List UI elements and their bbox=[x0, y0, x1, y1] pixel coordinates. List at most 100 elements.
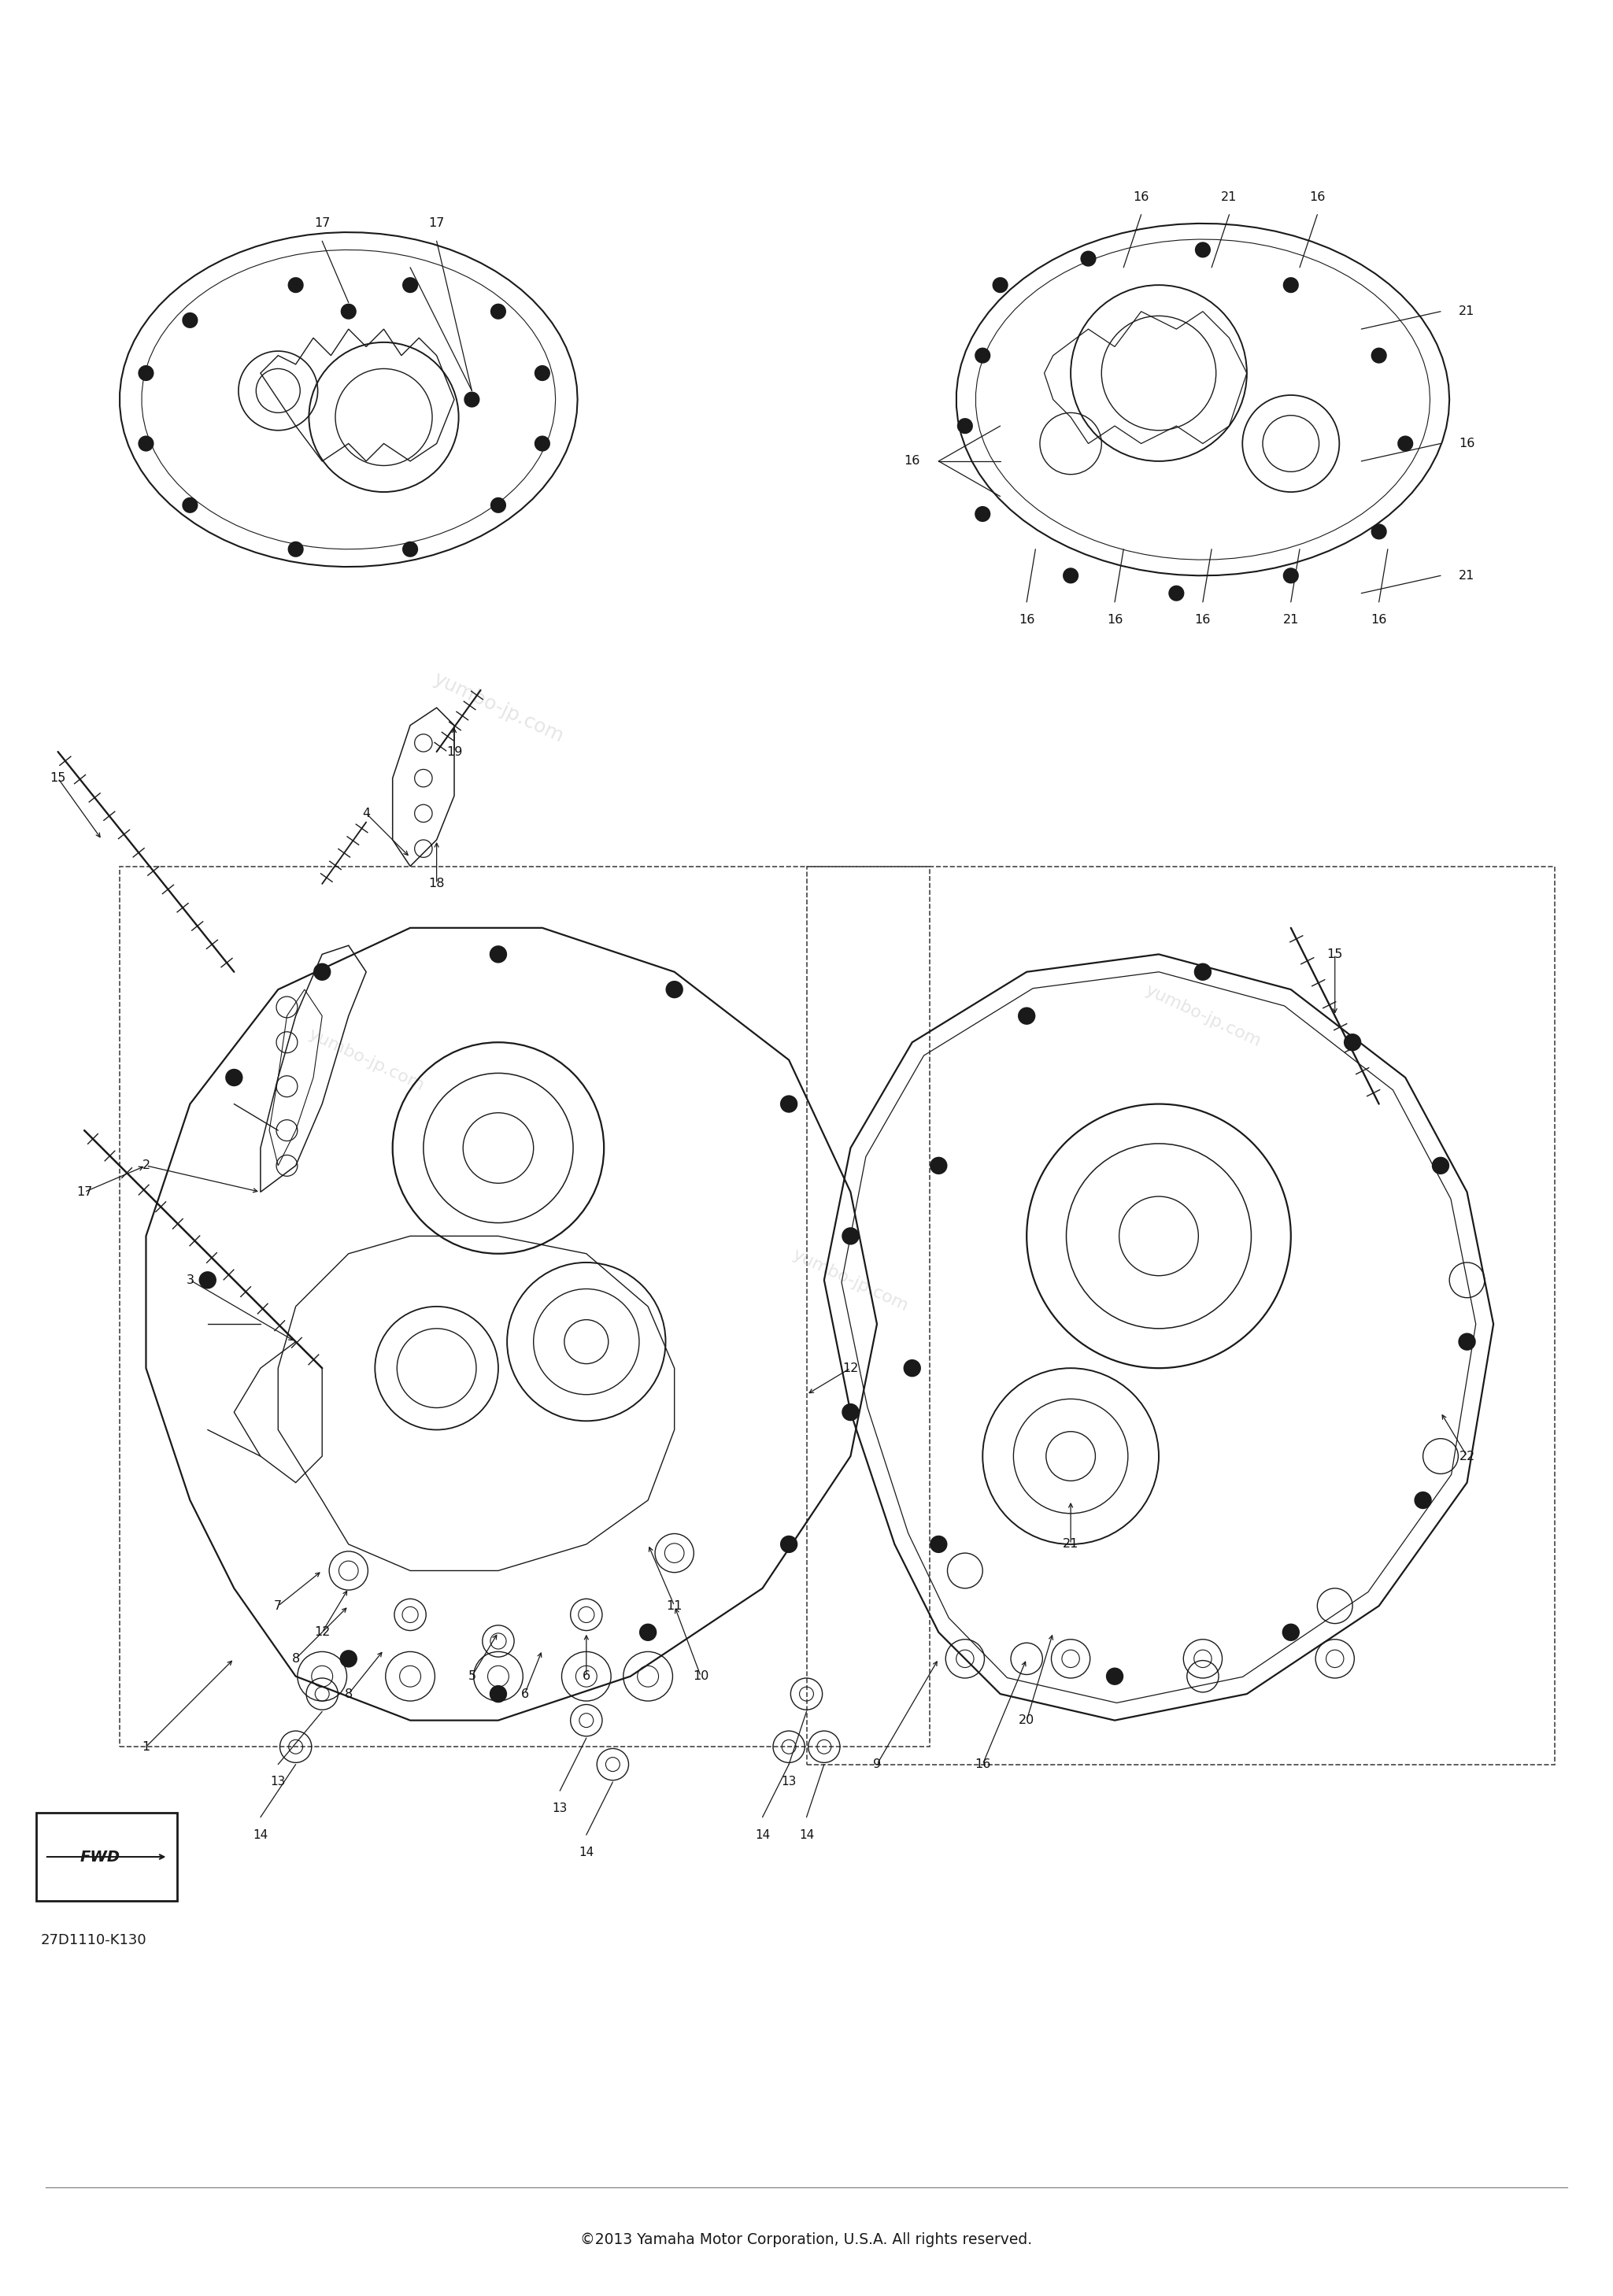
Circle shape bbox=[313, 962, 331, 980]
Text: 17: 17 bbox=[76, 1187, 92, 1199]
Text: 6: 6 bbox=[521, 1688, 529, 1699]
Circle shape bbox=[287, 542, 303, 558]
Text: 13: 13 bbox=[781, 1777, 797, 1789]
Text: 22: 22 bbox=[1460, 1451, 1474, 1463]
Text: ©2013 Yamaha Motor Corporation, U.S.A. All rights reserved.: ©2013 Yamaha Motor Corporation, U.S.A. A… bbox=[581, 2232, 1032, 2248]
Text: 1: 1 bbox=[142, 1740, 150, 1752]
Circle shape bbox=[402, 278, 418, 294]
Text: 27D1110-K130: 27D1110-K130 bbox=[40, 1933, 147, 1947]
Circle shape bbox=[929, 1536, 947, 1552]
Text: 6: 6 bbox=[582, 1671, 590, 1683]
Text: yumbo-jp.com: yumbo-jp.com bbox=[1142, 983, 1263, 1049]
Circle shape bbox=[226, 1068, 244, 1086]
Circle shape bbox=[957, 418, 973, 434]
Circle shape bbox=[1168, 585, 1184, 602]
Circle shape bbox=[1282, 278, 1298, 294]
Text: 13: 13 bbox=[271, 1777, 286, 1789]
Text: 4: 4 bbox=[363, 808, 369, 820]
Text: 14: 14 bbox=[253, 1830, 268, 1841]
Text: 16: 16 bbox=[1371, 613, 1387, 625]
Circle shape bbox=[639, 1623, 656, 1642]
Circle shape bbox=[534, 365, 550, 381]
Text: 15: 15 bbox=[50, 771, 66, 783]
Text: 14: 14 bbox=[755, 1830, 769, 1841]
Text: 17: 17 bbox=[429, 218, 445, 230]
FancyBboxPatch shape bbox=[35, 1814, 177, 1901]
Circle shape bbox=[781, 1536, 798, 1552]
Circle shape bbox=[1063, 567, 1079, 583]
Text: 5: 5 bbox=[468, 1671, 476, 1683]
Circle shape bbox=[974, 505, 990, 521]
Text: 7: 7 bbox=[274, 1600, 282, 1612]
Text: 15: 15 bbox=[1327, 948, 1344, 960]
Circle shape bbox=[1371, 523, 1387, 540]
Text: 16: 16 bbox=[1107, 613, 1123, 625]
Circle shape bbox=[182, 498, 198, 512]
Circle shape bbox=[340, 1651, 358, 1667]
Text: 17: 17 bbox=[315, 218, 331, 230]
Bar bbox=[119, 866, 929, 1747]
Text: 10: 10 bbox=[694, 1671, 708, 1683]
Circle shape bbox=[992, 278, 1008, 294]
Circle shape bbox=[1081, 250, 1097, 266]
Text: 16: 16 bbox=[974, 1759, 990, 1770]
Circle shape bbox=[1415, 1492, 1432, 1508]
Text: 21: 21 bbox=[1460, 569, 1474, 581]
Circle shape bbox=[490, 498, 506, 512]
Text: yumbo-jp.com: yumbo-jp.com bbox=[431, 668, 566, 746]
Circle shape bbox=[1195, 241, 1211, 257]
Text: 8: 8 bbox=[345, 1688, 353, 1699]
Text: 18: 18 bbox=[429, 877, 445, 891]
Circle shape bbox=[465, 393, 479, 406]
Text: 14: 14 bbox=[798, 1830, 815, 1841]
Text: 9: 9 bbox=[873, 1759, 881, 1770]
Text: 2: 2 bbox=[142, 1159, 150, 1171]
Text: 16: 16 bbox=[905, 455, 919, 466]
Circle shape bbox=[489, 946, 506, 962]
Text: 16: 16 bbox=[1310, 191, 1326, 202]
Circle shape bbox=[1344, 1033, 1361, 1052]
Circle shape bbox=[1371, 347, 1387, 363]
Circle shape bbox=[1107, 1667, 1124, 1685]
Text: 12: 12 bbox=[842, 1362, 858, 1373]
Circle shape bbox=[402, 542, 418, 558]
Circle shape bbox=[1432, 1157, 1450, 1176]
Circle shape bbox=[1458, 1334, 1476, 1350]
Circle shape bbox=[287, 278, 303, 294]
Circle shape bbox=[1282, 567, 1298, 583]
Circle shape bbox=[340, 303, 356, 319]
Circle shape bbox=[903, 1359, 921, 1378]
Text: 14: 14 bbox=[579, 1846, 594, 1857]
Circle shape bbox=[1282, 1623, 1300, 1642]
Text: 19: 19 bbox=[447, 746, 463, 758]
Circle shape bbox=[1018, 1008, 1036, 1024]
Circle shape bbox=[666, 980, 684, 999]
Text: 8: 8 bbox=[292, 1653, 300, 1665]
Text: 3: 3 bbox=[185, 1274, 194, 1286]
Text: 16: 16 bbox=[1195, 613, 1211, 625]
Text: 21: 21 bbox=[1221, 191, 1237, 202]
Text: FWD: FWD bbox=[79, 1848, 119, 1864]
Text: 20: 20 bbox=[1019, 1715, 1034, 1727]
Circle shape bbox=[1194, 962, 1211, 980]
Circle shape bbox=[842, 1228, 860, 1244]
Circle shape bbox=[198, 1272, 216, 1288]
Circle shape bbox=[490, 303, 506, 319]
Text: 21: 21 bbox=[1282, 613, 1298, 625]
Text: yumbo-jp.com: yumbo-jp.com bbox=[306, 1026, 426, 1093]
Text: yumbo-jp.com: yumbo-jp.com bbox=[790, 1247, 911, 1313]
Text: 11: 11 bbox=[666, 1600, 682, 1612]
Text: 16: 16 bbox=[1019, 613, 1034, 625]
Text: 13: 13 bbox=[552, 1802, 568, 1814]
Circle shape bbox=[182, 312, 198, 328]
Text: 16: 16 bbox=[1134, 191, 1148, 202]
Bar bbox=[806, 866, 1555, 1763]
Circle shape bbox=[1397, 436, 1413, 452]
Text: 21: 21 bbox=[1063, 1538, 1079, 1550]
Circle shape bbox=[929, 1157, 947, 1176]
Circle shape bbox=[974, 347, 990, 363]
Circle shape bbox=[489, 1685, 506, 1704]
Circle shape bbox=[139, 365, 153, 381]
Circle shape bbox=[534, 436, 550, 452]
Text: 12: 12 bbox=[315, 1626, 331, 1639]
